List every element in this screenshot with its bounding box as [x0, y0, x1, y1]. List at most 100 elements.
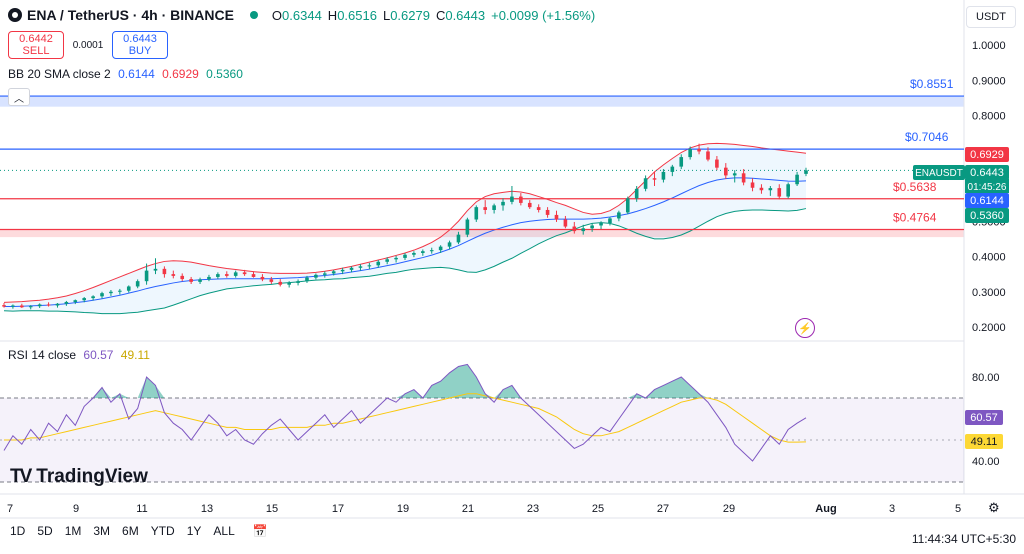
tf-all[interactable]: ALL — [213, 524, 235, 538]
candle-body — [510, 196, 514, 202]
zone-0 — [0, 96, 964, 107]
x-tick-label: 13 — [201, 503, 213, 515]
low-value: 0.6279 — [390, 7, 430, 23]
rsi-layer — [0, 363, 964, 483]
tf-3m[interactable]: 3M — [93, 524, 111, 538]
candle-body — [314, 274, 318, 278]
price-tag-label-2: 0.6144 — [970, 195, 1004, 207]
grid-layer — [0, 0, 1024, 519]
candle-body — [750, 182, 755, 188]
candle-body — [527, 202, 532, 208]
candle-body — [144, 270, 149, 282]
clock[interactable]: 11:44:34 UTC+5:30 — [911, 532, 1016, 546]
candle-body — [412, 252, 416, 255]
tf-6m[interactable]: 6M — [122, 524, 139, 538]
horizontal-lines-layer: $0.8551 $0.7046 $0.5638 $0.4764 — [0, 77, 964, 231]
candle-body — [376, 261, 381, 266]
price-tag-label-1: 0.6443 — [970, 167, 1004, 179]
candle-body — [11, 305, 15, 307]
candle-body — [296, 281, 300, 283]
candle-body — [661, 171, 666, 180]
x-tick-label: 17 — [332, 503, 344, 515]
candle-body — [385, 259, 389, 262]
price-tag-2 — [965, 193, 1009, 208]
rsi-overbought-fill — [645, 377, 708, 398]
candle-body — [421, 251, 425, 253]
symbol-title[interactable]: ENA / TetherUS · 4h · BINANCE — [27, 7, 234, 23]
rsi-value-tag — [965, 410, 1003, 425]
x-tick-label: 19 — [397, 503, 409, 515]
candle-body — [724, 167, 728, 176]
candle-body — [180, 275, 185, 280]
candle-body — [358, 266, 363, 268]
candle-body — [563, 219, 568, 227]
candle-body — [171, 274, 176, 276]
bb-fill — [4, 143, 806, 314]
bb-basis-line — [4, 177, 807, 308]
rsi-ma-value: 49.11 — [120, 348, 150, 362]
candle-body — [394, 257, 398, 260]
candle-body — [741, 173, 746, 183]
candle-body — [456, 234, 461, 243]
candle-body — [340, 269, 345, 272]
calendar-range-icon[interactable]: 📅 — [252, 524, 268, 538]
collapse-legend-button[interactable]: ︿ — [8, 88, 30, 106]
sell-button[interactable]: 0.6442 SELL — [8, 31, 64, 59]
tf-1d[interactable]: 1D — [10, 524, 26, 538]
chevron-up-icon: ︿ — [14, 93, 24, 105]
tf-ytd[interactable]: YTD — [150, 524, 175, 538]
candle-body — [198, 279, 202, 282]
price-tags-layer: 0.6929 0.6443 0.6144 0.5360 01:45:26 ENAUSDT 6… — [913, 147, 1009, 449]
bb-legend[interactable]: BB 20 SMA close 2 0.6144 0.6929 0.5360 — [8, 67, 243, 81]
tf-5d[interactable]: 5D — [37, 524, 53, 538]
x-tick-label: 27 — [657, 503, 669, 515]
hline-label-0: $0.8551 — [910, 77, 954, 91]
ena-coin-icon — [8, 8, 22, 22]
candle-body — [118, 290, 122, 292]
candle-body — [768, 188, 773, 191]
candle-body — [777, 188, 782, 197]
x-tick-label: 29 — [723, 503, 735, 515]
candle-body — [46, 304, 51, 306]
tf-1m[interactable]: 1M — [64, 524, 82, 538]
y-tick-label: 0.9000 — [972, 75, 1006, 87]
tv-logo-icon: TV — [10, 466, 32, 487]
x-tick-label: 3 — [889, 503, 895, 515]
candle-body — [715, 159, 719, 168]
tf-1y[interactable]: 1Y — [186, 524, 202, 538]
candle-body — [465, 219, 470, 235]
ticker-flag — [913, 165, 965, 180]
candle-body — [287, 282, 291, 285]
x-tick-label: 15 — [266, 503, 278, 515]
price-tag-1 — [965, 165, 1009, 180]
buy-button[interactable]: 0.6443 BUY — [112, 31, 168, 59]
close-label: C — [435, 7, 446, 23]
candle-body — [28, 306, 33, 308]
brand-text: TradingView — [36, 466, 148, 487]
x-tick-label: 11 — [136, 503, 147, 515]
candle-body — [679, 157, 684, 167]
x-tick-label: 7 — [7, 503, 13, 515]
candle-body — [55, 303, 60, 306]
rsi-overbought-fill — [93, 387, 111, 398]
candle-body — [2, 305, 6, 307]
candle-body — [501, 201, 505, 206]
tradingview-logo: TV TradingView — [10, 466, 148, 488]
candle-body — [572, 226, 577, 232]
rsi-overbought-fill — [422, 364, 495, 398]
lightning-icon[interactable]: ⚡ — [795, 318, 815, 338]
candle-body — [109, 291, 113, 294]
rsi-ma-tag-label: 49.11 — [971, 436, 998, 448]
settings-icon[interactable]: ⚙ — [988, 500, 1000, 515]
rsi-legend[interactable]: RSI 14 close 60.57 49.11 — [8, 348, 150, 362]
rsi-overbought-fill — [110, 393, 129, 398]
candle-body — [786, 184, 790, 197]
candle-body — [554, 214, 559, 220]
price-tag-3 — [965, 208, 1009, 223]
candle-body — [260, 276, 265, 280]
currency-selector[interactable]: USDT — [966, 6, 1016, 28]
timeframe-bar: 1D 5D 1M 3M 6M YTD 1Y ALL 📅 — [10, 524, 280, 538]
axis-layer: 1.00000.90000.80000.60000.50000.40000.30… — [7, 40, 1006, 515]
